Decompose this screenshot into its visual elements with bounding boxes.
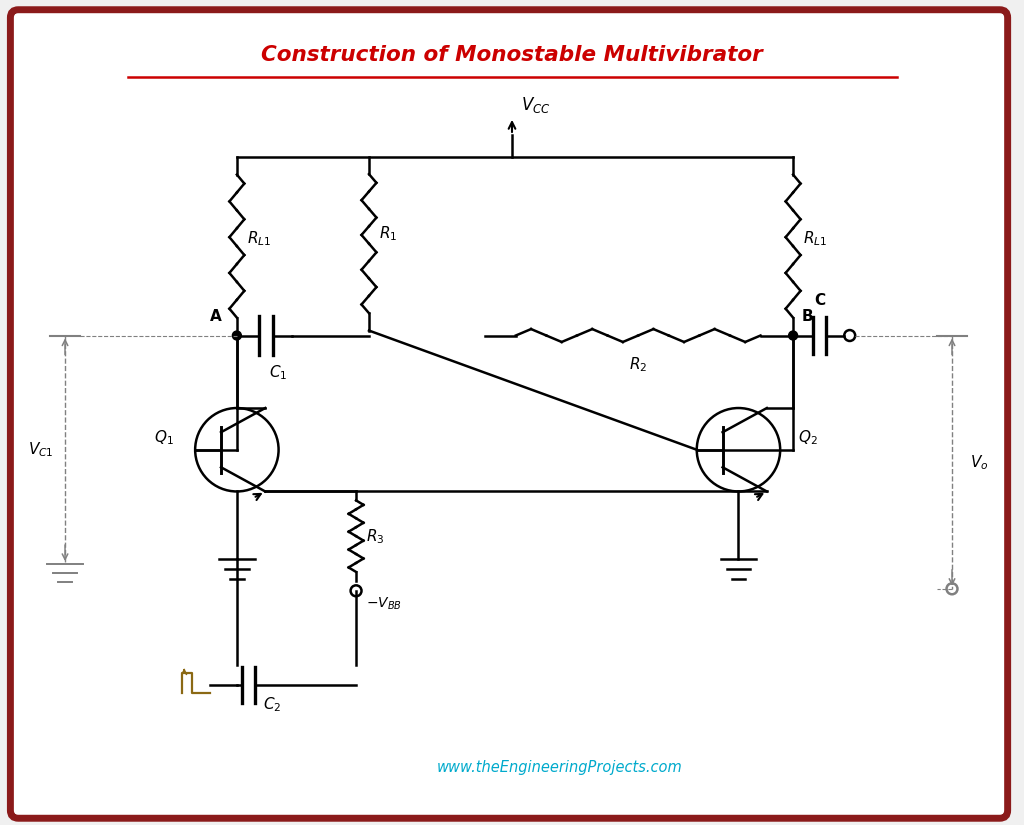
- Text: A: A: [210, 309, 222, 323]
- Text: www.theEngineeringProjects.com: www.theEngineeringProjects.com: [437, 760, 683, 776]
- Text: $R_1$: $R_1$: [379, 224, 397, 243]
- FancyBboxPatch shape: [10, 10, 1008, 818]
- Text: $V_{C1}$: $V_{C1}$: [28, 441, 53, 459]
- Text: $R_3$: $R_3$: [366, 527, 384, 545]
- Text: $R_{L1}$: $R_{L1}$: [803, 229, 827, 247]
- Text: B: B: [802, 309, 814, 323]
- Text: $-V_{BB}$: $-V_{BB}$: [366, 596, 401, 612]
- Text: $C_2$: $C_2$: [263, 695, 281, 714]
- Text: $R_2$: $R_2$: [629, 356, 647, 374]
- Text: $Q_1$: $Q_1$: [154, 428, 173, 447]
- Text: $Q_2$: $Q_2$: [798, 428, 818, 447]
- Circle shape: [788, 331, 798, 340]
- Circle shape: [232, 331, 242, 340]
- Text: C: C: [814, 293, 825, 308]
- Text: $V_o$: $V_o$: [970, 453, 988, 472]
- Text: $C_1$: $C_1$: [269, 363, 288, 382]
- Text: $V_{CC}$: $V_{CC}$: [521, 95, 551, 115]
- Text: Construction of Monostable Multivibrator: Construction of Monostable Multivibrator: [261, 45, 763, 65]
- Text: $R_{L1}$: $R_{L1}$: [247, 229, 271, 247]
